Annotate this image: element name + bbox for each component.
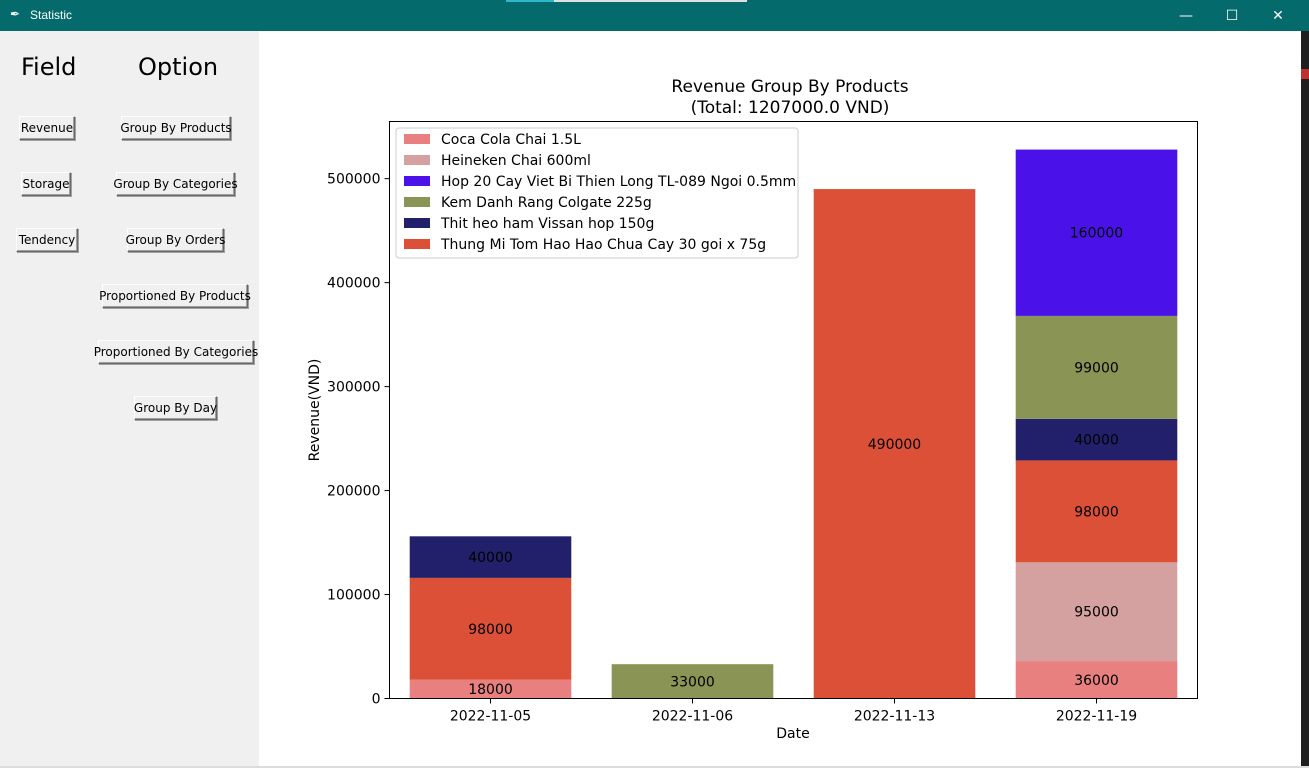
bar-value-label: 98000 (468, 622, 513, 638)
x-tick-label: 2022-11-13 (854, 709, 935, 725)
legend-label: Hop 20 Cay Viet Bi Thien Long TL-089 Ngo… (441, 174, 796, 190)
bar-value-label: 40000 (468, 550, 513, 566)
y-axis: 0 100000 200000 300000 400000 500000 (327, 172, 390, 708)
bar-segment (409, 679, 572, 699)
x-axis-label: Date (776, 726, 809, 742)
proportioned-by-categories-button[interactable]: Proportioned By Categories (94, 340, 258, 364)
bar-value-label: 160000 (1070, 226, 1123, 242)
bar-segment (409, 536, 572, 578)
bar-segment (1015, 418, 1178, 461)
group-by-day-button[interactable]: Group By Day (134, 396, 217, 420)
legend-swatch (404, 197, 430, 207)
bar-segment (1015, 661, 1178, 699)
legend: Coca Cola Chai 1.5L Heineken Chai 600ml Ho… (395, 127, 799, 259)
bar-segment (1015, 315, 1178, 419)
legend-swatch (404, 239, 430, 249)
maximize-icon: ☐ (1225, 7, 1239, 24)
taskbar-accent (506, 0, 747, 2)
tendency-button[interactable]: Tendency (16, 228, 78, 252)
sidebar: Field Option Revenue Storage Tendency Gr… (0, 31, 259, 768)
group-by-categories-button[interactable]: Group By Categories (113, 172, 238, 196)
maximize-button[interactable]: ☐ (1209, 0, 1255, 31)
bar-value-label: 99000 (1074, 360, 1119, 376)
proportioned-by-products-button[interactable]: Proportioned By Products (99, 284, 251, 308)
legend-swatch (404, 218, 430, 228)
bar-value-label: 36000 (1074, 673, 1119, 689)
close-icon: ✕ (1272, 7, 1284, 24)
bar-value-label: 18000 (468, 682, 513, 698)
y-tick-label: 200000 (327, 484, 380, 500)
legend-label: Heineken Chai 600ml (441, 153, 591, 169)
y-axis-label: Revenue(VND) (307, 359, 323, 462)
legend-label: Thit heo ham Vissan hop 150g (440, 216, 654, 232)
minimize-button[interactable]: — (1163, 0, 1209, 31)
legend-swatch (404, 155, 430, 165)
y-tick-label: 300000 (327, 380, 380, 396)
option-header: Option (138, 53, 219, 81)
x-tick-label: 2022-11-19 (1056, 709, 1137, 725)
window-title: Statistic (30, 8, 73, 22)
y-tick-label: 500000 (327, 172, 380, 188)
bar-segment (1015, 460, 1178, 563)
legend-box (395, 127, 799, 259)
bottom-edge (0, 766, 1309, 768)
bar-value-label: 33000 (670, 674, 715, 690)
bar-segment (1015, 562, 1178, 662)
legend-swatch (404, 176, 430, 186)
x-axis: 2022-11-05 2022-11-06 2022-11-13 2022-11-19 (450, 698, 1137, 725)
plot-frame (389, 121, 1198, 699)
y-tick-label: 400000 (327, 276, 380, 292)
bar-segment (611, 664, 774, 699)
bar-value-label: 40000 (1074, 433, 1119, 449)
bar-value-label: 98000 (1074, 504, 1119, 520)
window-edge (1301, 31, 1309, 768)
y-tick-label: 0 (372, 692, 381, 708)
group-by-orders-button[interactable]: Group By Orders (126, 228, 225, 252)
window-titlebar: ✒ Statistic — ☐ ✕ (0, 0, 1309, 31)
chart-title: Revenue Group By Products (671, 77, 908, 97)
legend-swatch (404, 134, 430, 144)
bar-segment (813, 189, 976, 699)
legend-label: Kem Danh Rang Colgate 225g (441, 195, 652, 211)
close-button[interactable]: ✕ (1255, 0, 1301, 31)
bar-segment (409, 577, 572, 680)
bar-value-label: 490000 (868, 437, 921, 453)
chart-subtitle: (Total: 1207000.0 VND) (691, 98, 890, 118)
legend-label: Coca Cola Chai 1.5L (441, 132, 581, 148)
revenue-button[interactable]: Revenue (19, 116, 75, 140)
x-tick-label: 2022-11-05 (450, 709, 531, 725)
revenue-chart: Revenue Group By Products (Total: 120700… (307, 77, 1198, 742)
feather-icon: ✒ (10, 7, 21, 21)
x-tick-label: 2022-11-06 (652, 709, 733, 725)
legend-label: Thung Mi Tom Hao Hao Chua Cay 30 goi x 7… (440, 237, 766, 253)
field-header: Field (21, 53, 77, 81)
bar-value-label: 95000 (1074, 605, 1119, 621)
bars-group: 18000 98000 40000 33000 490000 36000 95000 9800… (409, 149, 1178, 699)
storage-button[interactable]: Storage (21, 172, 71, 196)
bar-segment (1015, 149, 1178, 316)
chart-area: Revenue Group By Products (Total: 120700… (259, 31, 1301, 768)
minimize-icon: — (1179, 7, 1193, 24)
y-tick-label: 100000 (327, 588, 380, 604)
group-by-products-button[interactable]: Group By Products (120, 116, 232, 140)
